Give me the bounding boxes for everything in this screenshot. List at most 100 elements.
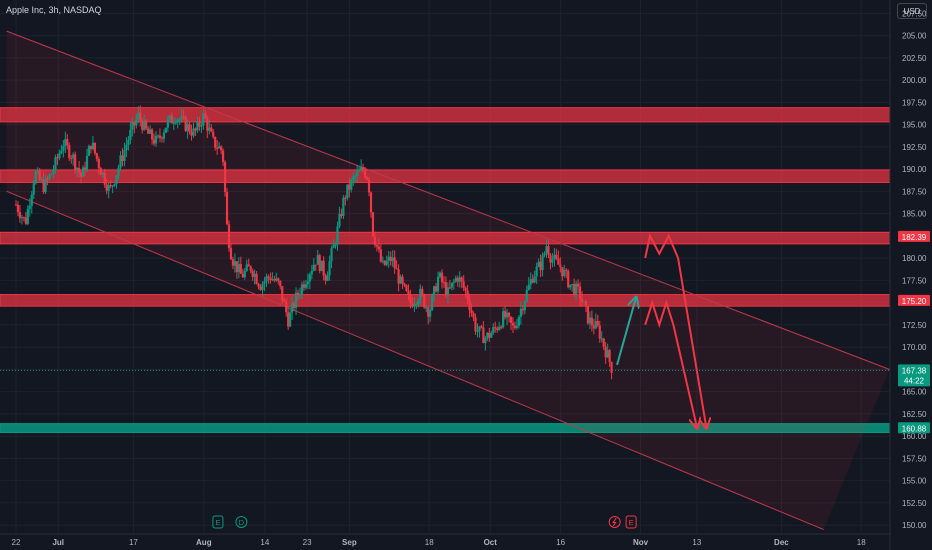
candle-body [210, 127, 213, 132]
y-tick-label: 170.00 [902, 343, 927, 352]
x-tick-label: 16 [556, 538, 565, 547]
candle-body [429, 309, 432, 317]
candle-body [48, 174, 51, 180]
candlesticks [14, 105, 613, 380]
currency-button[interactable]: USD [897, 3, 927, 19]
candle-body [519, 308, 522, 317]
candle-body [125, 144, 128, 150]
candle-body [216, 147, 219, 149]
candle-body [517, 316, 521, 326]
candle-body [574, 283, 578, 296]
x-tick-label: Dec [774, 538, 789, 547]
candle-body [490, 332, 493, 338]
candle-body [279, 280, 282, 287]
y-tick-label: 205.00 [902, 32, 927, 41]
candle-body [362, 167, 365, 170]
candle-body [184, 116, 187, 132]
price-label-text: 175.20 [902, 297, 927, 306]
candle-body [247, 264, 250, 267]
candle-body [105, 184, 108, 191]
candle-body [271, 279, 274, 281]
candle-body [346, 184, 349, 199]
channel-fill [6, 31, 890, 530]
candle-body [419, 288, 422, 301]
candle-body [314, 264, 317, 266]
symbol-title[interactable]: Apple Inc, 3h, NASDAQ [6, 5, 102, 15]
candle-body [324, 275, 327, 281]
candle-body [162, 132, 166, 139]
price-axis[interactable]: 150.00 152.50 155.00 157.50 160.00 162.50 165.… [889, 0, 927, 550]
candle-body [547, 246, 550, 256]
candle-body [529, 279, 532, 285]
candle-body [379, 249, 382, 262]
candle-body [415, 304, 418, 306]
x-tick-label: Nov [633, 538, 649, 547]
candle-body [448, 287, 451, 289]
candle-body [582, 301, 586, 303]
candle-body [304, 284, 308, 288]
candle-body [330, 248, 333, 262]
candle-body [141, 120, 144, 130]
candle-body [79, 172, 83, 177]
candle-body [383, 260, 386, 265]
candle-body [46, 178, 49, 180]
candle-body [76, 167, 79, 170]
candle-body [111, 185, 114, 187]
candle-body [149, 129, 152, 134]
candle-body [223, 162, 227, 192]
price-label-box [898, 364, 930, 387]
candle-body [588, 317, 592, 324]
candle-body [450, 282, 453, 288]
candle-body [433, 286, 436, 296]
candle-body [298, 294, 302, 296]
candle-body [462, 281, 465, 288]
candle-body [277, 278, 280, 281]
candle-body [192, 128, 195, 136]
candle-body [606, 350, 609, 358]
time-axis[interactable]: 22 Jul 17 Aug 14 23 Sep 18 Oct 16 Nov 13 Dec 18 [0, 533, 890, 547]
candle-body [444, 282, 448, 296]
y-tick-label: 162.50 [902, 410, 927, 419]
candle-body [227, 224, 231, 249]
price-label-text: 182.39 [902, 233, 927, 242]
candle-body [233, 261, 237, 266]
candle-body [74, 154, 77, 170]
candle-body [95, 153, 98, 159]
candle-body [474, 317, 477, 332]
candle-body [401, 276, 404, 284]
candle-body [576, 283, 580, 287]
candle-body [466, 290, 469, 300]
candle-body [166, 119, 169, 128]
candle-body [350, 179, 353, 190]
candle-body [545, 246, 548, 254]
candle-body [220, 146, 223, 151]
candle-body [507, 312, 511, 317]
candle-body [486, 332, 489, 339]
candle-body [369, 192, 373, 213]
price-label-text: 167.38 [902, 366, 927, 375]
candle-body [417, 300, 420, 305]
candle-body [194, 128, 197, 131]
candle-body [500, 326, 503, 328]
candle-body [101, 172, 104, 175]
candle-body [434, 286, 438, 292]
candle-body [113, 183, 116, 186]
candle-body [158, 135, 162, 138]
candle-body [129, 129, 132, 140]
candle-body [245, 264, 248, 271]
descending-channel [6, 30, 890, 531]
candle-body [590, 317, 593, 326]
candle-body [571, 283, 574, 285]
candle-body [407, 290, 410, 294]
candle-body [425, 307, 428, 309]
candle-body [28, 205, 31, 209]
candle-body [470, 310, 473, 314]
candle-body [502, 311, 505, 328]
candle-body [103, 172, 106, 185]
candle-body [50, 173, 53, 175]
candle-body [523, 301, 526, 311]
candle-body [454, 277, 457, 282]
candle-body [569, 284, 572, 288]
